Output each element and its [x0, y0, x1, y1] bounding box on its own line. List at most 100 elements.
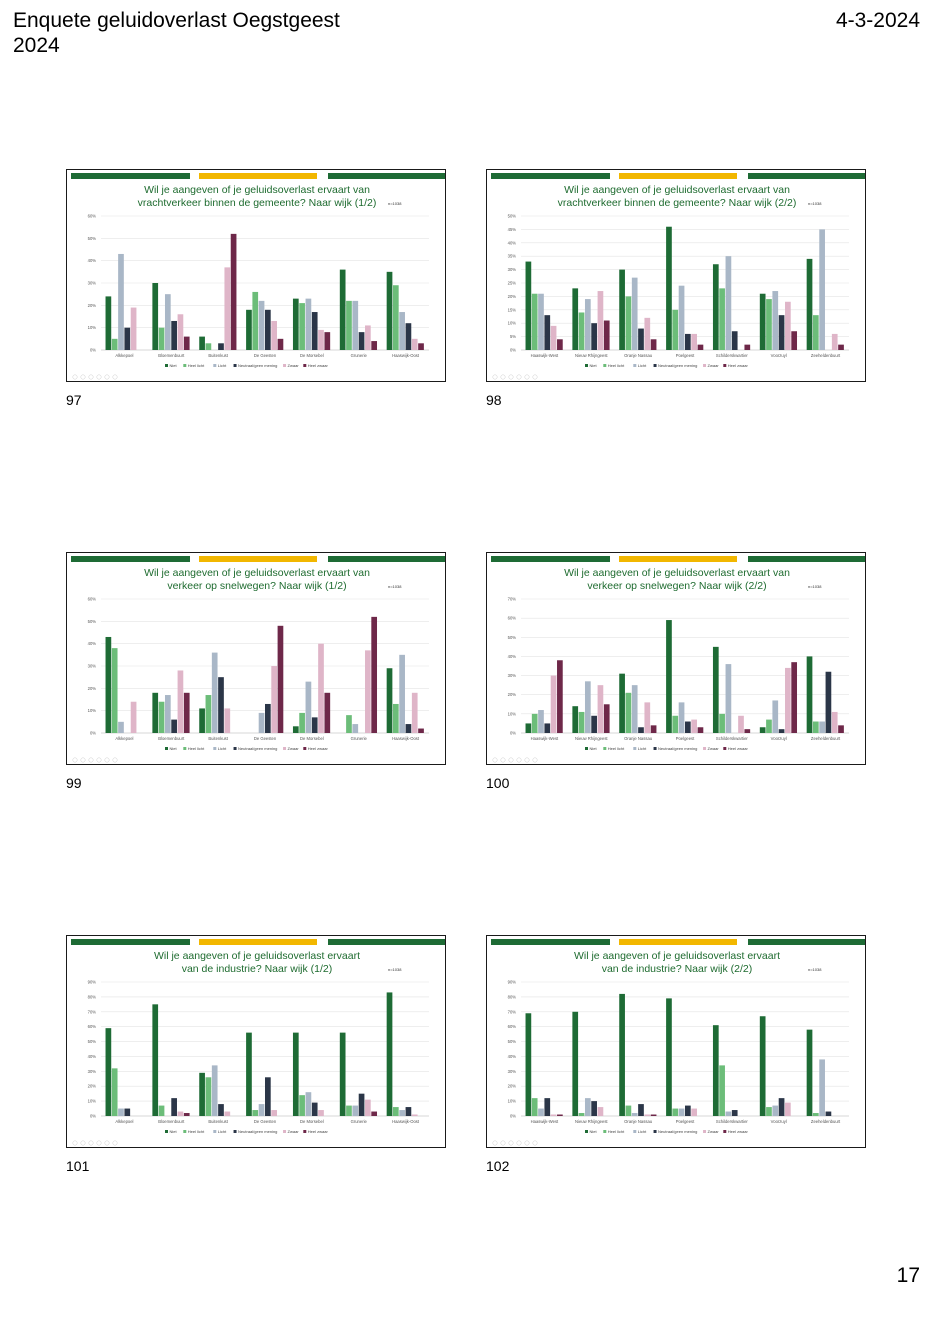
- bar: [819, 1059, 825, 1116]
- slide-nav-icon: [500, 374, 506, 380]
- bar: [258, 1104, 265, 1116]
- legend-swatch: [283, 1130, 287, 1133]
- legend-swatch: [183, 747, 187, 750]
- bar: [538, 1108, 544, 1116]
- header-stripe: [619, 173, 737, 179]
- document-title: Enquete geluidoverlast Oegstgeest 2024: [13, 9, 340, 57]
- bar: [183, 1113, 190, 1116]
- bar-chart: 0% 5% 10% 15% 20% 25% 30% 35% 40% 45% 50% Haaswijk-…: [491, 173, 865, 380]
- bar: [759, 293, 766, 350]
- legend-label: Heel zwaar: [728, 1129, 749, 1134]
- x-category-label: Bloemenbuurt: [158, 736, 185, 741]
- bar: [418, 728, 424, 733]
- legend-label: Licht: [638, 363, 647, 368]
- legend-label: Heel zwaar: [728, 746, 749, 751]
- bar: [672, 309, 679, 350]
- slide-nav-icon: [500, 1140, 506, 1146]
- bar: [725, 1111, 732, 1116]
- bar: [171, 320, 177, 350]
- bar: [318, 329, 324, 350]
- x-category-label: De Morsebel: [300, 736, 324, 741]
- y-tick-label: 0%: [90, 348, 96, 353]
- bar: [392, 1107, 399, 1116]
- y-tick-label: 30%: [508, 1069, 517, 1074]
- slide-nav-icon: [88, 1140, 94, 1146]
- bar: [405, 1107, 412, 1116]
- bar: [205, 695, 212, 733]
- bar: [538, 293, 544, 350]
- bar: [672, 1108, 679, 1116]
- bar: [719, 1065, 725, 1116]
- y-tick-label: 30%: [88, 281, 97, 286]
- bar: [825, 671, 832, 733]
- header-stripe: [199, 556, 317, 562]
- bar: [644, 1114, 651, 1116]
- bar: [265, 1077, 271, 1116]
- y-tick-label: 60%: [508, 1024, 517, 1029]
- slide-nav-icon: [532, 374, 538, 380]
- slide-nav-icon: [80, 1140, 86, 1146]
- bar: [766, 719, 772, 733]
- legend-swatch: [633, 1130, 637, 1133]
- x-category-label: Oranje Nassau: [624, 1119, 653, 1124]
- bar: [365, 1099, 371, 1116]
- x-category-label: Haaswijk-Oost: [392, 353, 420, 358]
- slide-nav-icon: [500, 757, 506, 763]
- bar: [725, 256, 732, 350]
- slide-nav-icon: [96, 1140, 102, 1146]
- slide-number: 98: [486, 392, 502, 408]
- bar: [644, 702, 651, 733]
- slide-number: 100: [486, 775, 510, 791]
- bar: [759, 1016, 766, 1116]
- y-tick-label: 30%: [88, 1069, 97, 1074]
- x-category-label: Grunerie: [351, 1119, 368, 1124]
- x-category-label: Oranje Nassau: [624, 736, 653, 741]
- bar: [199, 336, 205, 350]
- slide-nav-icon: [492, 1140, 498, 1146]
- legend-swatch: [633, 747, 637, 750]
- bar: [744, 729, 751, 733]
- bar: [666, 226, 672, 350]
- header-stripe: [199, 173, 317, 179]
- header-stripe: [748, 939, 865, 945]
- document-date: 4-3-2024: [835, 9, 920, 32]
- chart-title: Wil je aangeven of je geluidsoverlast er…: [144, 567, 370, 592]
- bar: [105, 296, 112, 350]
- bar: [603, 704, 610, 733]
- y-tick-label: 60%: [88, 597, 97, 602]
- bar: [778, 1098, 785, 1116]
- y-tick-label: 5%: [510, 334, 516, 339]
- bar: [538, 710, 544, 733]
- bar: [778, 315, 785, 350]
- slide-nav-icon: [516, 757, 522, 763]
- bar: [712, 646, 719, 733]
- y-tick-label: 30%: [508, 673, 517, 678]
- chart-slide: 0% 10% 20% 30% 40% 50% 60% Alkkepoel Bloemenbuur…: [66, 169, 446, 382]
- bar: [352, 1105, 359, 1116]
- bar: [666, 620, 672, 733]
- legend-swatch: [213, 364, 217, 367]
- bar: [712, 1025, 719, 1116]
- bar: [405, 724, 412, 733]
- bar: [211, 1065, 218, 1116]
- y-tick-label: 40%: [88, 1054, 97, 1059]
- bar: [111, 648, 118, 733]
- legend-label: Heel licht: [188, 746, 205, 751]
- bar: [299, 1095, 305, 1116]
- bar: [218, 677, 224, 733]
- bar: [358, 1093, 365, 1116]
- bar: [785, 1102, 791, 1116]
- x-category-label: Haaswijk-Oost: [392, 736, 420, 741]
- y-tick-label: 20%: [508, 294, 517, 299]
- header-stripe: [328, 556, 445, 562]
- bar: [158, 1105, 165, 1116]
- page-number: 17: [896, 1264, 920, 1287]
- legend-swatch: [233, 747, 237, 750]
- bar: [597, 685, 604, 733]
- y-tick-label: 70%: [508, 1009, 517, 1014]
- chart-slide: 0% 10% 20% 30% 40% 50% 60% 70% 80% 90% Haaswijk-We…: [486, 935, 866, 1148]
- x-category-label: Bloemenbuurt: [158, 353, 185, 358]
- legend-swatch: [633, 364, 637, 367]
- bar: [277, 625, 284, 733]
- bar: [785, 667, 791, 733]
